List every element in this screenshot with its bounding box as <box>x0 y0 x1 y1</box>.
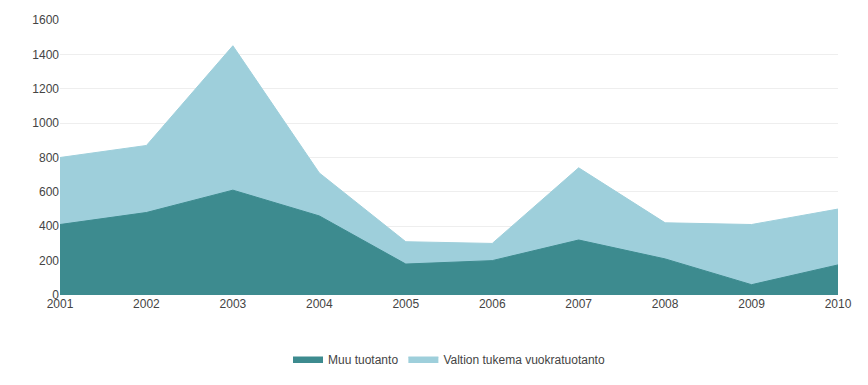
svg-text:2001: 2001 <box>47 297 74 311</box>
svg-text:1000: 1000 <box>32 116 59 130</box>
svg-text:1200: 1200 <box>32 82 59 96</box>
svg-text:2007: 2007 <box>565 297 592 311</box>
svg-text:0: 0 <box>52 288 59 302</box>
svg-text:400: 400 <box>39 219 59 233</box>
svg-text:Valtion tukema vuokratuotanto: Valtion tukema vuokratuotanto <box>443 353 605 367</box>
svg-text:1400: 1400 <box>32 48 59 62</box>
svg-text:2005: 2005 <box>392 297 419 311</box>
svg-text:2009: 2009 <box>738 297 765 311</box>
svg-text:Muu tuotanto: Muu tuotanto <box>328 353 398 367</box>
svg-text:2003: 2003 <box>220 297 247 311</box>
svg-text:600: 600 <box>39 185 59 199</box>
svg-text:1600: 1600 <box>32 13 59 27</box>
svg-text:200: 200 <box>39 254 59 268</box>
svg-text:2008: 2008 <box>652 297 679 311</box>
svg-text:2004: 2004 <box>306 297 333 311</box>
svg-text:2002: 2002 <box>133 297 160 311</box>
svg-text:2010: 2010 <box>825 297 852 311</box>
svg-text:800: 800 <box>39 151 59 165</box>
svg-text:2006: 2006 <box>479 297 506 311</box>
